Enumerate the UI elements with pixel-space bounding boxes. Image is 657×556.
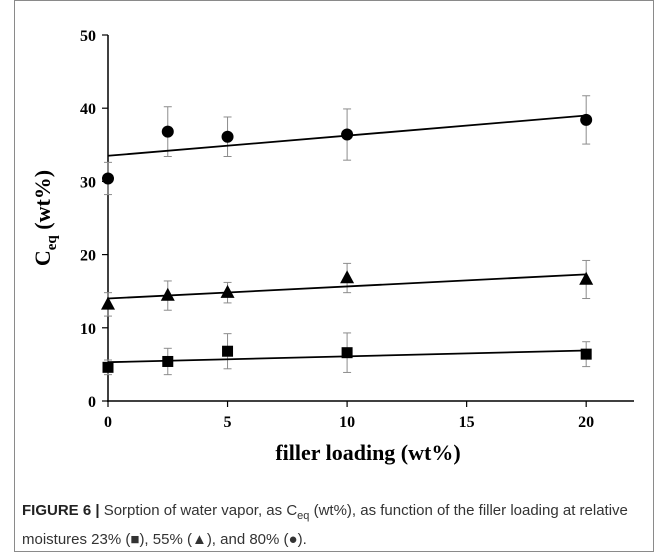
y-axis-title-rest: (wt%)	[30, 170, 55, 235]
chart: 0 5 10 15 20 0 10 20 30 40 50 filler loading (wt%…	[30, 28, 634, 465]
triangle-marker	[220, 284, 235, 298]
circle-marker	[161, 125, 174, 138]
y-tick-label: 0	[88, 394, 96, 411]
y-axis-ticks: 0 10 20 30 40 50	[80, 28, 108, 411]
data-markers	[101, 113, 594, 373]
y-axis-title: Ceq (wt%)	[30, 170, 60, 266]
caption-text-5: ).	[297, 531, 307, 548]
circle-symbol-icon: ●	[288, 531, 298, 548]
square-marker	[102, 361, 114, 373]
square-marker	[580, 348, 592, 360]
caption-sub: eq	[297, 510, 310, 522]
caption-text-1: Sorption of water vapor, as C	[99, 502, 298, 519]
square-marker	[162, 355, 174, 367]
x-tick-label: 5	[224, 414, 232, 431]
triangle-marker	[340, 270, 355, 284]
triangle-marker	[160, 287, 175, 301]
square-marker	[341, 347, 353, 359]
x-tick-label: 10	[339, 414, 355, 431]
figure-caption: FIGURE 6 | Sorption of water vapor, as C…	[22, 499, 642, 552]
caption-text-4: ), and 80% (	[206, 531, 289, 548]
triangle-symbol-icon: ▲	[191, 531, 207, 548]
x-tick-label: 0	[104, 414, 112, 431]
y-axis-title-sub: eq	[44, 235, 60, 251]
y-tick-label: 20	[80, 248, 96, 265]
caption-text-3: ), 55% (	[139, 531, 192, 548]
x-axis-ticks: 0 5 10 15 20	[104, 401, 594, 431]
circle-marker	[580, 113, 593, 126]
y-tick-label: 30	[80, 174, 96, 191]
y-tick-label: 40	[80, 101, 96, 118]
circle-marker	[341, 128, 354, 141]
circle-marker	[102, 172, 114, 185]
caption-label: FIGURE 6 |	[22, 502, 100, 519]
x-axis-title: filler loading (wt%)	[275, 440, 460, 465]
circle-marker	[221, 130, 234, 143]
y-tick-label: 50	[80, 28, 96, 45]
square-marker	[222, 345, 234, 357]
axes	[107, 35, 634, 402]
square-symbol-icon: ■	[130, 531, 140, 548]
x-tick-label: 15	[459, 414, 475, 431]
triangle-marker	[579, 271, 594, 285]
x-tick-label: 20	[578, 414, 594, 431]
triangle-marker	[101, 296, 115, 310]
y-axis-title-main: C	[30, 250, 55, 266]
y-tick-label: 10	[80, 321, 96, 338]
triangle-fit-line	[107, 273, 587, 300]
caption-text-2: (wt%), as function of the filler loading…	[22, 502, 628, 548]
